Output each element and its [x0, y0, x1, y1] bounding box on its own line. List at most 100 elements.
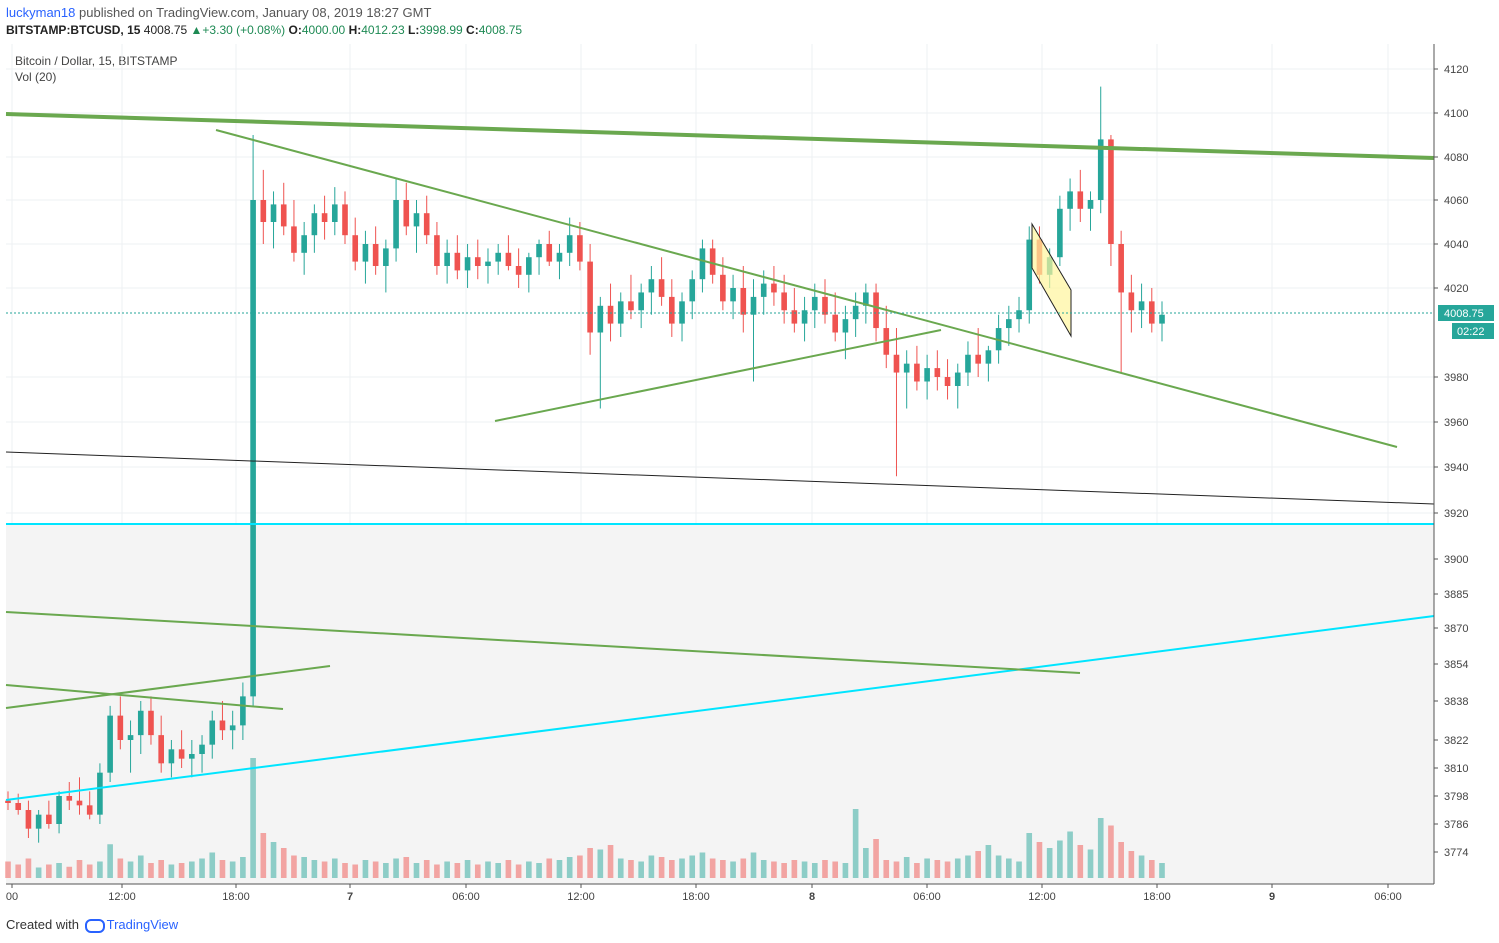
- volume-bar: [86, 864, 93, 878]
- volume-bar: [893, 861, 900, 878]
- candle-body: [1067, 191, 1073, 209]
- volume-bar: [658, 857, 665, 878]
- volume-bar: [648, 855, 655, 878]
- cyan-ascending-line: [5, 615, 1435, 801]
- volume-bar: [566, 857, 573, 878]
- candle-body: [444, 252, 450, 266]
- candle-body: [628, 301, 634, 311]
- candle-body: [934, 368, 941, 377]
- close-value: 4008.75: [478, 23, 523, 37]
- candle-body: [1128, 292, 1135, 311]
- candle-body: [97, 772, 103, 815]
- volume-bar: [495, 863, 502, 878]
- low-value: 3998.99: [419, 23, 463, 37]
- volume-bar: [1087, 849, 1094, 878]
- volume-bar: [474, 864, 481, 878]
- volume-bar: [668, 860, 675, 878]
- volume-bar: [709, 858, 716, 878]
- candle-body: [1006, 319, 1012, 329]
- green-lower-descending-line: [5, 611, 1081, 674]
- volume-bar: [863, 848, 869, 878]
- price-axis-label: 3960: [1444, 417, 1468, 429]
- time-axis-label: 18:00: [682, 891, 710, 903]
- candle-body: [679, 301, 685, 324]
- candle-body: [975, 354, 981, 364]
- volume-bar: [546, 858, 553, 878]
- candle-body: [127, 735, 134, 740]
- volume-bar: [903, 857, 910, 878]
- volume-bar: [137, 855, 144, 878]
- volume-indicator-label[interactable]: Vol (20): [15, 70, 57, 84]
- volume-bar: [280, 848, 287, 878]
- volume-bar: [291, 855, 297, 878]
- last-price-tag-text: 4008.75: [1444, 308, 1484, 320]
- price-axis[interactable]: 4120 4100 4080 4060 4040 4020 3980 3960 3940 3920…: [1434, 64, 1468, 859]
- time-axis-label: 9: [1269, 891, 1275, 903]
- tradingview-brand-link[interactable]: TradingView: [106, 917, 179, 932]
- candle-body: [1026, 239, 1033, 311]
- volume-bar: [597, 849, 604, 878]
- candle-body: [1057, 208, 1063, 258]
- candle-body: [86, 805, 93, 815]
- price-axis-label: 3980: [1444, 372, 1468, 384]
- time-axis-label: 06:00: [1374, 891, 1402, 903]
- candle-body: [985, 350, 992, 364]
- volume-bar: [362, 860, 369, 878]
- candle-body: [434, 235, 440, 266]
- volume-bar: [148, 863, 154, 878]
- candle-body: [56, 796, 62, 824]
- candle-body: [750, 296, 757, 315]
- volume-bar: [301, 857, 307, 878]
- volume-bar: [444, 861, 450, 878]
- volume-bar: [1026, 833, 1033, 878]
- candle-body: [566, 235, 573, 253]
- price-axis-label: 3786: [1444, 819, 1468, 831]
- candle-body: [219, 720, 226, 731]
- candle-body: [771, 283, 777, 293]
- volume-bar: [383, 863, 389, 878]
- candle-body: [229, 725, 236, 731]
- candle-body: [873, 292, 879, 329]
- green-flag-upper-line: [5, 665, 331, 709]
- candle-body: [781, 292, 787, 311]
- volume-bar: [464, 860, 471, 878]
- candle-body: [1108, 139, 1114, 244]
- candle-body: [740, 288, 747, 315]
- time-axis-label: 06:00: [452, 891, 480, 903]
- price-axis-label: 3810: [1444, 763, 1468, 775]
- volume-bar: [505, 860, 512, 878]
- publication-header: luckyman18 published on TradingView.com,…: [6, 4, 431, 21]
- volume-bar: [413, 863, 420, 878]
- volume-bar: [342, 863, 348, 878]
- volume-bar: [842, 863, 849, 878]
- candle-body: [280, 204, 287, 227]
- candle-body: [393, 200, 399, 249]
- candle-body: [474, 257, 481, 266]
- volume-bar: [158, 860, 164, 878]
- time-axis-label: 7: [347, 891, 353, 903]
- candle-body: [240, 696, 246, 726]
- volume-bar: [914, 863, 920, 878]
- candle-body: [668, 296, 675, 324]
- volume-bar: [107, 844, 113, 878]
- volume-bar: [924, 858, 930, 878]
- volume-bar: [1148, 860, 1155, 878]
- volume-bar: [168, 864, 175, 878]
- candlestick-series: [5, 86, 1165, 843]
- candle-body: [1097, 139, 1104, 200]
- volume-bar: [760, 860, 767, 878]
- volume-bar: [1057, 840, 1063, 878]
- time-axis[interactable]: 00 12:00 18:00 7 06:00 12:00 18:00 8 06:00 12:00 1…: [6, 884, 1402, 903]
- volume-bar: [372, 861, 379, 878]
- author-link[interactable]: luckyman18: [6, 5, 76, 20]
- volume-bar: [526, 861, 532, 878]
- candle-body: [1138, 301, 1145, 311]
- created-with-label: Created with: [6, 917, 79, 932]
- price-axis-label: 3822: [1444, 735, 1468, 747]
- drawings-layer: [5, 112, 1435, 801]
- countdown-tag: 02:22: [1452, 323, 1494, 339]
- candle-body: [832, 314, 839, 333]
- candle-body: [556, 252, 563, 262]
- candle-body: [311, 213, 318, 236]
